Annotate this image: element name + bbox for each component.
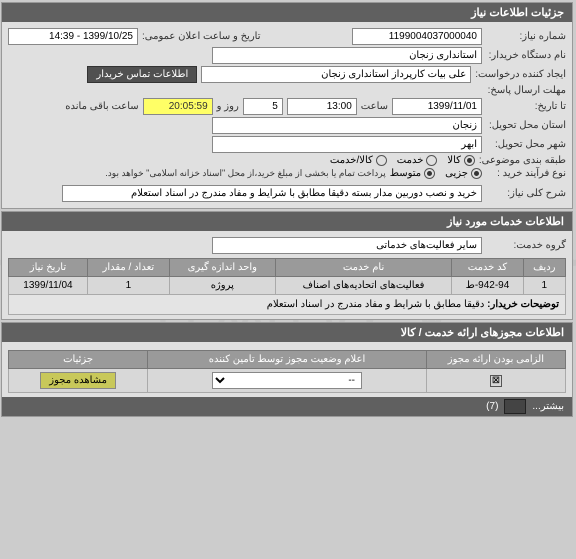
- need-info-header: جزئیات اطلاعات نیاز: [3, 3, 573, 22]
- permits-table: الزامی بودن ارائه مجوز اعلام وضعیت مجوز …: [9, 350, 567, 393]
- col-date: تاریخ نیاز: [10, 259, 89, 277]
- need-info-panel: جزئیات اطلاعات نیاز شماره نیاز: 11990040…: [2, 2, 574, 209]
- to-date-label: تا تاریخ:: [487, 101, 567, 112]
- buy-type-partial-radio[interactable]: جزیی: [446, 168, 483, 179]
- desc-label: شرح کلی نیاز:: [487, 188, 567, 199]
- countdown-field: 20:05:59: [144, 98, 214, 115]
- time-label: ساعت: [362, 101, 389, 112]
- table-row: 1 942-94-ط فعالیت‌های اتحادیه‌های اصناف …: [10, 277, 567, 295]
- days-label: روز و: [218, 101, 240, 112]
- need-no-field: 1199004037000040: [353, 28, 483, 45]
- services-header: اطلاعات خدمات مورد نیاز: [3, 212, 573, 231]
- buyer-note-row: توضیحات خریدار: دقیقا مطابق با شرایط و م…: [10, 295, 567, 315]
- budget-both-radio[interactable]: کالا/خدمت: [331, 155, 388, 166]
- mandatory-checkbox[interactable]: ⊠: [491, 375, 503, 387]
- buyer-note-label: توضیحات خریدار:: [488, 299, 560, 310]
- col-qty: تعداد / مقدار: [88, 259, 170, 277]
- services-table: ردیف کد خدمت نام خدمت واحد اندازه گیری ت…: [9, 258, 567, 315]
- col-status: اعلام وضعیت مجوز توسط تامین کننده: [149, 351, 428, 369]
- desc-field: خرید و نصب دوربین مدار بسته دقیقا مطابق …: [63, 185, 483, 202]
- col-code: کد خدمت: [453, 259, 524, 277]
- budget-radio-group: کالا خدمت کالا/خدمت: [331, 155, 476, 166]
- contact-button[interactable]: اطلاعات تماس خریدار: [88, 66, 198, 83]
- province-field: زنجان: [213, 117, 483, 134]
- footer-box-icon: [505, 399, 527, 414]
- buyer-org-label: نام دستگاه خریدار:: [487, 50, 567, 61]
- buyer-note-text: دقیقا مطابق با شرایط و مفاد مندرج در اسن…: [268, 299, 486, 310]
- ann-value: 1399/10/25 - 14:39: [9, 28, 139, 45]
- to-date-field: 1399/11/01: [393, 98, 483, 115]
- permits-footer: بیشتر... (7): [3, 397, 573, 416]
- buy-type-radio-group: جزیی متوسط: [391, 168, 483, 179]
- need-no-label: شماره نیاز:: [487, 31, 567, 42]
- group-field: سایر فعالیت‌های خدماتی: [213, 237, 483, 254]
- view-permit-button[interactable]: مشاهده مجوز: [41, 372, 117, 389]
- creator-label: ایجاد کننده درخواست:: [476, 69, 567, 80]
- col-details: جزئیات: [10, 351, 149, 369]
- status-select[interactable]: --: [213, 372, 363, 389]
- col-name: نام خدمت: [276, 259, 453, 277]
- budget-goods-radio[interactable]: کالا: [448, 155, 476, 166]
- buy-type-medium-radio[interactable]: متوسط: [391, 168, 436, 179]
- permits-panel: اطلاعات مجوزهای ارائه خدمت / کالا الزامی…: [2, 322, 574, 417]
- time-field: 13:00: [288, 98, 358, 115]
- col-mandatory: الزامی بودن ارائه مجوز: [427, 351, 566, 369]
- buyer-org-field: استانداری زنجان: [213, 47, 483, 64]
- footer-more[interactable]: بیشتر...: [533, 401, 565, 412]
- permits-header: اطلاعات مجوزهای ارائه خدمت / کالا: [3, 323, 573, 342]
- deadline-label: مهلت ارسال پاسخ:: [487, 85, 567, 96]
- services-panel: اطلاعات خدمات مورد نیاز گروه خدمت: سایر …: [2, 211, 574, 320]
- permit-row: ⊠ -- مشاهده مجوز: [10, 369, 567, 393]
- group-label: گروه خدمت:: [487, 240, 567, 251]
- creator-field: علی بیات کارپرداز استانداری زنجان: [202, 66, 472, 83]
- city-field: ابهر: [213, 136, 483, 153]
- footer-count: (7): [487, 401, 499, 412]
- buy-type-note: پرداخت تمام یا بخشی از مبلغ خرید،از محل …: [106, 168, 386, 179]
- ann-label: تاریخ و ساعت اعلان عمومی:: [143, 31, 262, 42]
- col-row: ردیف: [524, 259, 566, 277]
- province-label: استان محل تحویل:: [487, 120, 567, 131]
- budget-label: طبقه بندی موضوعی:: [480, 155, 567, 166]
- col-unit: واحد اندازه گیری: [170, 259, 276, 277]
- city-label: شهر محل تحویل:: [487, 139, 567, 150]
- budget-service-radio[interactable]: خدمت: [398, 155, 439, 166]
- buy-type-label: نوع فرآیند خرید :: [487, 168, 567, 179]
- days-field: 5: [244, 98, 284, 115]
- remaining-label: ساعت باقی مانده: [66, 101, 139, 112]
